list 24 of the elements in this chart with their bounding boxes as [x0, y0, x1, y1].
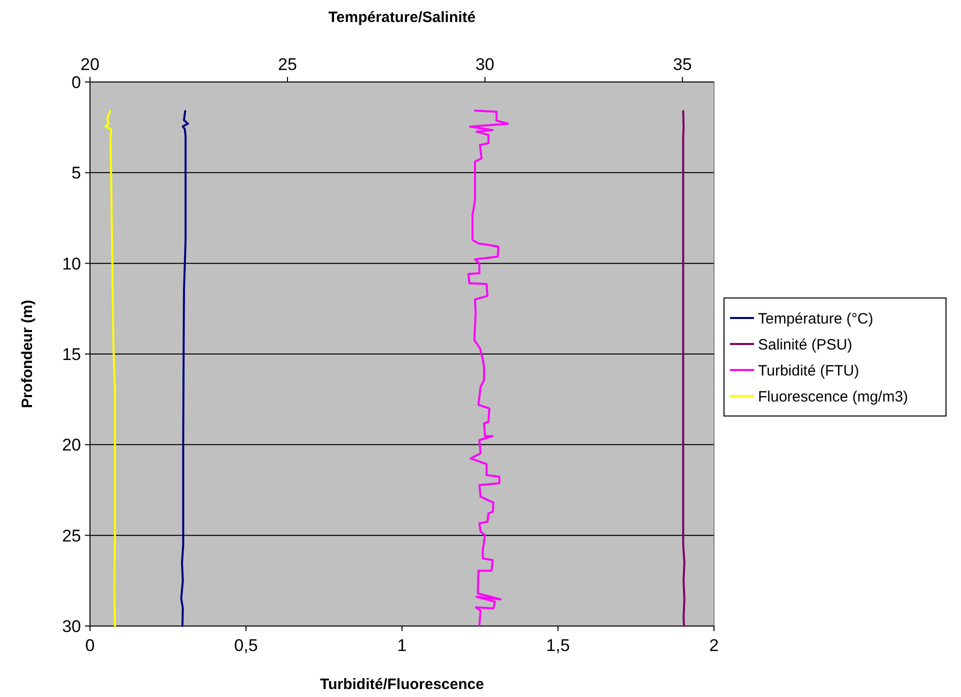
- x-tick-label: 0,5: [234, 636, 258, 655]
- x2-tick-label: 30: [475, 55, 494, 74]
- legend-label: Température (°C): [758, 310, 874, 328]
- x-tick-label: 1,5: [546, 636, 570, 655]
- y-tick-label: 30: [62, 616, 81, 636]
- legend-label: Fluorescence (mg/m3): [758, 388, 908, 406]
- line-series: [467, 110, 510, 626]
- x-tick-label: 0: [85, 636, 95, 655]
- y-tick-label: 20: [62, 436, 81, 455]
- x-tick-label: 1: [397, 636, 407, 655]
- line-series: [104, 110, 116, 627]
- y-tick-label: 0: [72, 72, 81, 92]
- x2-axis-title: Température/Salinité: [328, 9, 476, 26]
- legend-label: Salinité (PSU): [758, 336, 852, 354]
- x-tick-label: 2: [709, 636, 719, 655]
- x2-tick-label: 35: [672, 55, 692, 74]
- y-tick-label: 15: [62, 344, 81, 364]
- x2-tick-label: 25: [278, 55, 297, 74]
- y-tick-label: 10: [62, 254, 81, 274]
- y-axis-title: Profondeur (m): [19, 300, 36, 408]
- legend-label: Turbidité (FTU): [758, 362, 860, 380]
- y-tick-label: 5: [72, 164, 81, 183]
- y-tick-label: 25: [62, 526, 81, 546]
- x-axis-title: Turbidité/Fluorescence: [320, 676, 484, 693]
